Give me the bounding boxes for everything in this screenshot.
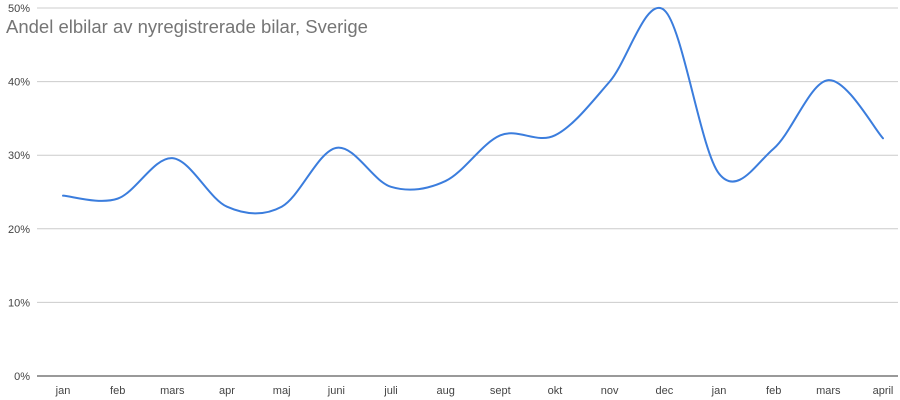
x-tick-label: aug xyxy=(436,385,454,397)
x-tick-label: mars xyxy=(816,385,841,397)
y-tick-label: 40% xyxy=(8,77,30,89)
y-tick-label: 0% xyxy=(14,371,30,383)
y-tick-label: 20% xyxy=(8,224,30,236)
x-tick-label: dec xyxy=(655,385,673,397)
chart-title: Andel elbilar av nyregistrerade bilar, S… xyxy=(6,16,368,37)
y-tick-label: 50% xyxy=(8,3,30,15)
series-line xyxy=(62,6,884,215)
x-tick-label: sept xyxy=(490,385,511,397)
x-tick-label: april xyxy=(873,385,894,397)
y-tick-label: 10% xyxy=(8,297,30,309)
x-tick-label: jan xyxy=(711,385,727,397)
x-tick-label: juni xyxy=(327,385,345,397)
y-tick-label: 30% xyxy=(8,150,30,162)
x-tick-label: maj xyxy=(273,385,291,397)
x-tick-label: mars xyxy=(160,385,185,397)
x-tick-label: feb xyxy=(110,385,125,397)
x-tick-label: nov xyxy=(601,385,619,397)
x-tick-label: apr xyxy=(219,385,235,397)
x-tick-label: juli xyxy=(383,385,397,397)
x-tick-label: okt xyxy=(548,385,563,397)
x-tick-label: jan xyxy=(55,385,71,397)
x-tick-label: feb xyxy=(766,385,781,397)
